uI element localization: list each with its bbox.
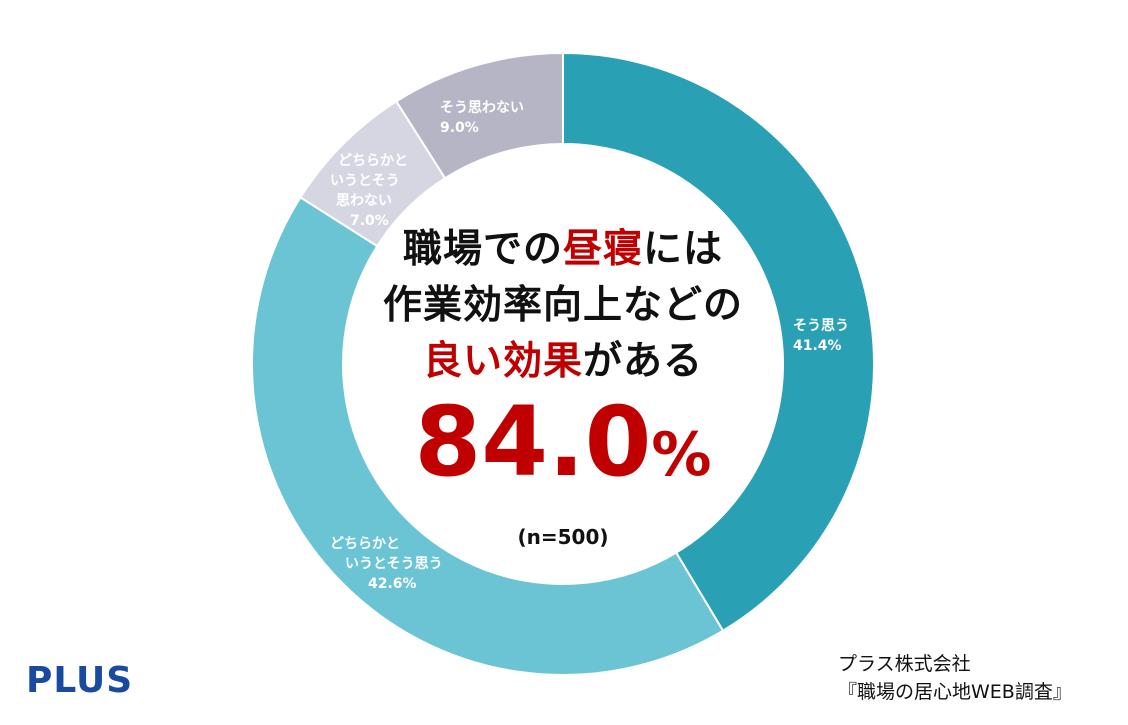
slice-label-4: そう思わない 9.0% — [440, 100, 524, 136]
center-headline: 職場での昼寝には 作業効率向上などの 良い効果がある 84.0% (n=500) — [363, 222, 763, 550]
headline-line-2: 作業効率向上などの — [382, 283, 743, 328]
plus-logo: PLUS — [26, 660, 134, 701]
big-number-unit: % — [651, 420, 712, 490]
headline-line-1-pre: 職場での — [402, 227, 563, 272]
slice-4 — [394, 51, 564, 180]
headline-line-1-post: には — [643, 227, 724, 272]
headline-big-number: 84.0% — [363, 392, 763, 520]
credit-survey: 『職場の居心地WEB調査』 — [838, 681, 1072, 703]
slice-label-2: どちらかというとそう思う 42.6% — [330, 536, 443, 592]
slice-2 — [251, 195, 725, 676]
slice-label-3: どちらかというとそう思わない 7.0% — [330, 153, 408, 229]
headline-line-3-post: がある — [583, 339, 704, 384]
big-number-value: 84.0 — [414, 386, 652, 498]
headline-line-3-highlight: 良い効果 — [422, 339, 583, 384]
sample-size-label: (n=500) — [517, 525, 609, 549]
source-credit: プラス株式会社 『職場の居心地WEB調査』 — [838, 650, 1072, 706]
headline-line-1-highlight: 昼寝 — [562, 227, 643, 272]
headline-line-1: 職場での昼寝には — [363, 222, 763, 278]
headline-line-3: 良い効果がある — [363, 334, 763, 390]
credit-company: プラス株式会社 — [838, 653, 971, 675]
slice-label-1: そう思う 41.4% — [793, 318, 849, 354]
slice-1 — [562, 51, 875, 633]
